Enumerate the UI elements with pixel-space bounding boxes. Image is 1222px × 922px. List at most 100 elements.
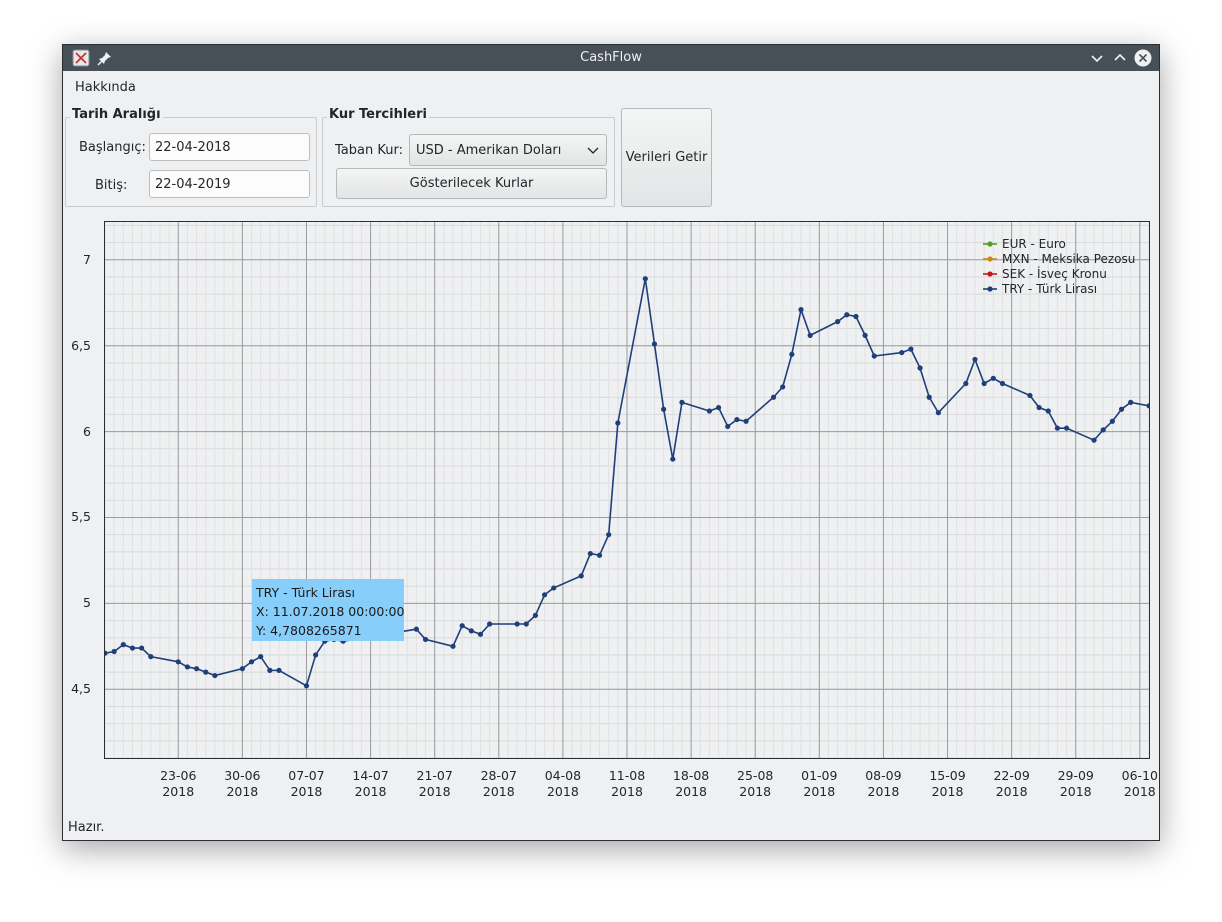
tooltip-series: TRY - Türk Lirası: [255, 585, 355, 600]
data-point: [487, 621, 493, 627]
x-tick-year: 2018: [931, 784, 964, 799]
x-tick-year: 2018: [290, 784, 323, 799]
data-point: [1109, 418, 1115, 424]
data-point: [981, 380, 987, 387]
x-tick-year: 2018: [1059, 784, 1092, 799]
x-tick-date: 07-07: [288, 768, 325, 783]
x-tick-year: 2018: [867, 784, 900, 799]
data-point: [587, 550, 593, 557]
fetch-data-button[interactable]: Verileri Getir: [621, 108, 712, 207]
start-date-field[interactable]: 22-04-2018: [149, 133, 310, 161]
data-point: [789, 351, 795, 357]
data-point: [239, 666, 245, 672]
x-tick-date: 25-08: [737, 768, 774, 783]
data-point: [578, 573, 584, 579]
legend-marker: [987, 241, 993, 247]
data-point: [1036, 404, 1042, 411]
legend-marker: [987, 271, 993, 277]
tooltip-x-value: X: 11.07.2018 00:00:00: [256, 604, 404, 619]
x-tick-year: 2018: [354, 784, 387, 799]
chevron-down-icon[interactable]: [1088, 49, 1106, 67]
x-tick-label: 14-07 2018: [341, 768, 401, 800]
app-icon[interactable]: [72, 49, 90, 67]
x-tick-label: 28-07 2018: [469, 768, 529, 800]
x-tick-year: 2018: [482, 784, 515, 799]
x-tick-label: 25-08 2018: [725, 768, 785, 800]
x-tick-date: 23-06: [160, 768, 197, 783]
x-tick-year: 2018: [739, 784, 772, 799]
data-point: [862, 332, 868, 338]
tooltip-y-value: Y: 4,7808265871: [255, 623, 362, 638]
data-point: [514, 621, 520, 627]
data-point: [175, 659, 181, 665]
data-point: [1045, 408, 1051, 414]
legend-entry: EUR - Euro: [1002, 237, 1066, 251]
title-bar[interactable]: CashFlow: [63, 45, 1159, 71]
y-tick-label: 5: [83, 595, 91, 611]
data-point: [1054, 425, 1061, 431]
chart-tooltip: TRY - Türk Lirası X: 11.07.2018 00:00:00 Y…: [252, 579, 404, 641]
x-tick-date: 04-08: [544, 768, 582, 783]
data-point: [193, 666, 200, 672]
data-point: [661, 406, 667, 412]
data-point: [551, 585, 557, 591]
data-point: [1100, 427, 1106, 433]
base-currency-select[interactable]: USD - Amerikan Doları: [409, 134, 607, 166]
data-point: [642, 276, 648, 282]
chevron-up-icon[interactable]: [1111, 49, 1129, 67]
data-point: [450, 643, 456, 649]
data-point: [477, 631, 484, 637]
date-range-group: Tarih Aralığı Başlangıç: 22-04-2018 Biti…: [65, 107, 317, 207]
y-tick-label: 6: [83, 423, 91, 439]
data-point: [926, 394, 932, 400]
shown-currencies-button[interactable]: Gösterilecek Kurlar: [336, 168, 607, 199]
x-tick-date: 29-09: [1057, 768, 1094, 783]
data-point: [917, 365, 923, 371]
legend-entry: SEK - İsveç Kronu: [1002, 266, 1107, 281]
legend-marker: [987, 286, 993, 292]
x-tick-date: 18-08: [672, 768, 710, 783]
data-point: [1128, 399, 1134, 405]
data-point: [111, 648, 117, 655]
data-point: [798, 307, 804, 313]
x-tick-label: 22-09 2018: [982, 768, 1042, 800]
close-icon[interactable]: [1134, 49, 1152, 67]
y-tick-label: 7: [83, 251, 91, 267]
x-tick-label: 11-08 2018: [597, 768, 657, 800]
x-tick-year: 2018: [995, 784, 1028, 799]
data-point: [670, 456, 676, 462]
data-point: [596, 552, 603, 558]
data-point: [807, 332, 813, 338]
data-point: [203, 669, 209, 675]
x-tick-year: 2018: [162, 784, 195, 799]
y-tick-label: 5,5: [71, 509, 91, 525]
chevron-down-icon: [586, 143, 600, 161]
data-point: [139, 645, 145, 651]
x-tick-year: 2018: [418, 784, 451, 799]
data-point: [606, 532, 612, 538]
x-tick-year: 2018: [546, 784, 579, 799]
menu-about[interactable]: Hakkında: [75, 80, 136, 95]
data-point: [184, 664, 191, 670]
data-point: [459, 623, 465, 629]
data-point: [899, 349, 905, 356]
app-window: CashFlow Hakkında Tarih Aralığı Başlangı…: [62, 44, 1160, 841]
currency-prefs-title: Kur Tercihleri: [327, 107, 429, 122]
x-tick-year: 2018: [611, 784, 643, 799]
data-point: [148, 654, 154, 660]
end-date-field[interactable]: 22-04-2019: [149, 170, 310, 198]
data-point: [743, 418, 749, 424]
data-point: [725, 423, 731, 430]
data-point: [844, 312, 850, 318]
x-tick-year: 2018: [226, 784, 259, 799]
legend-entry: TRY - Türk Lirası: [1001, 282, 1097, 296]
data-point: [853, 313, 859, 320]
chart-area[interactable]: EUR - Euro MXN - Meksika Pezosu SEK - İsve…: [71, 221, 1158, 799]
pin-icon[interactable]: [96, 49, 114, 67]
x-tick-date: 30-06: [224, 768, 261, 783]
currency-prefs-group: Kur Tercihleri Taban Kur: USD - Amerikan…: [322, 107, 615, 207]
data-point: [770, 394, 777, 400]
data-point: [715, 404, 722, 411]
data-point: [313, 652, 319, 658]
